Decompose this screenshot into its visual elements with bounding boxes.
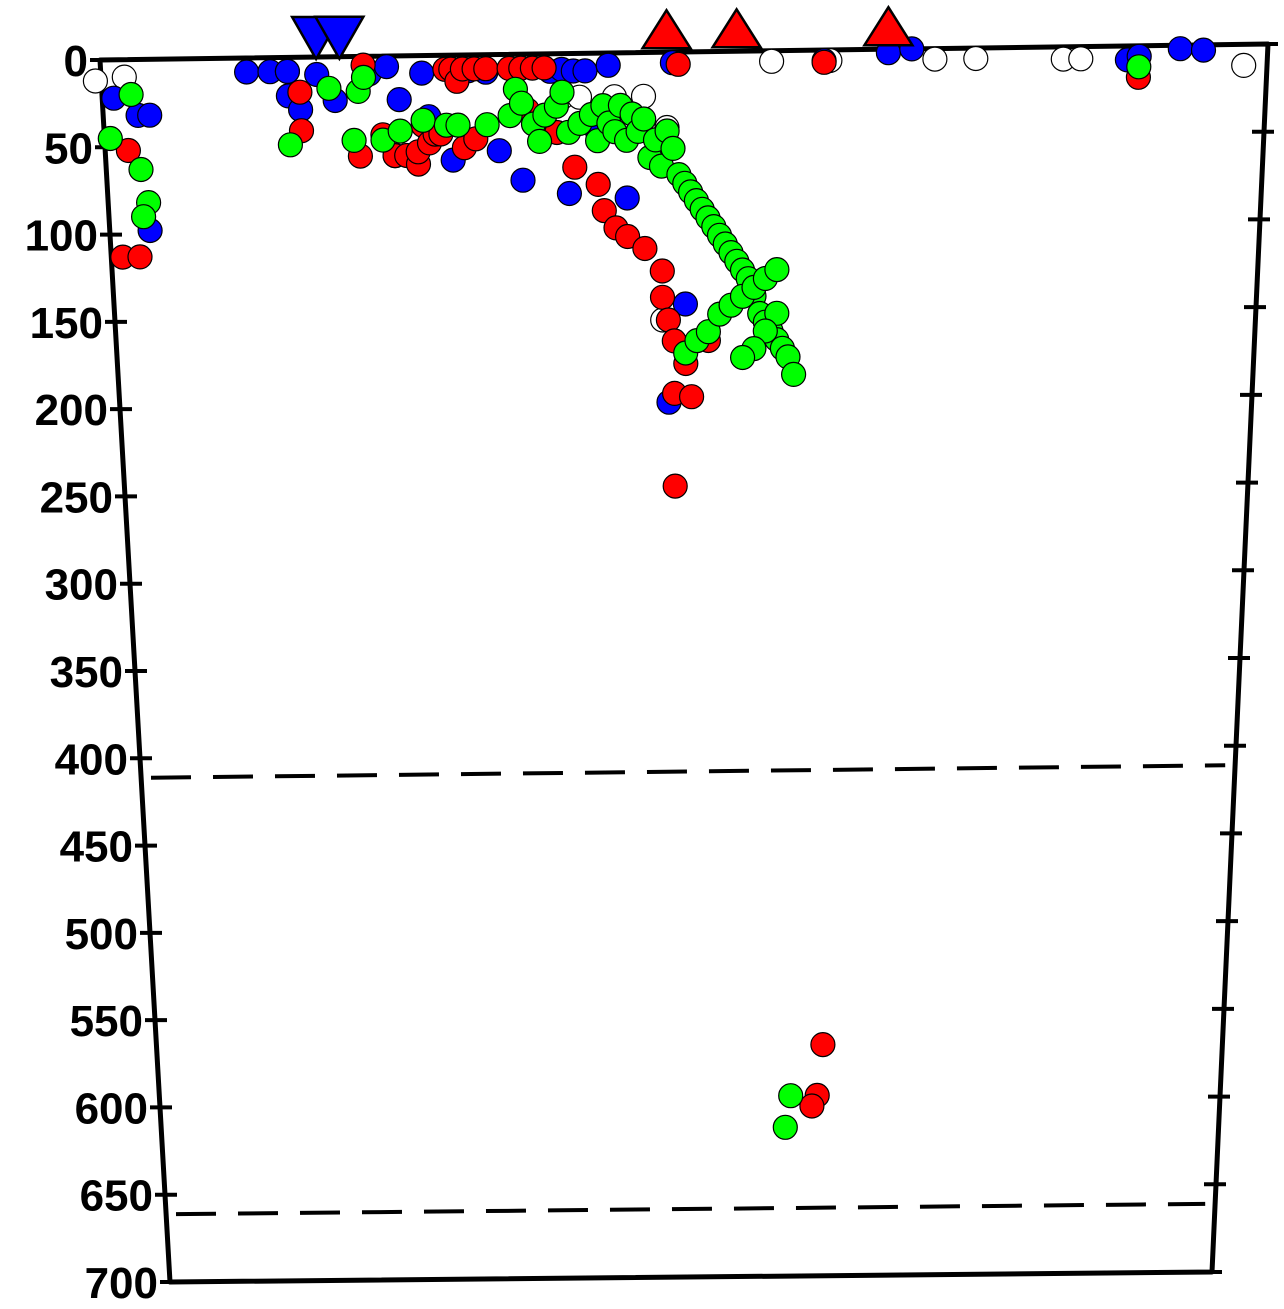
green-point	[526, 128, 553, 154]
green-point	[131, 204, 157, 230]
green-point	[277, 132, 303, 158]
green-point	[772, 1114, 798, 1140]
green-point	[474, 112, 500, 138]
white-point	[82, 68, 109, 94]
white-point	[1068, 46, 1094, 72]
blue-point	[595, 52, 621, 78]
red-point	[665, 51, 691, 77]
red-point	[655, 307, 682, 333]
surface-markers	[289, 4, 915, 62]
red-point	[287, 79, 313, 105]
green-point	[752, 318, 778, 344]
green-point	[508, 90, 535, 116]
red-point	[473, 56, 499, 82]
plot-border	[97, 41, 1271, 1285]
green-point	[341, 127, 367, 153]
inverted-triangle-marker	[313, 15, 366, 62]
red-point	[591, 198, 617, 224]
green-point	[97, 125, 123, 152]
green-point	[1126, 54, 1152, 80]
blue-point	[572, 58, 598, 84]
blue-point	[556, 180, 583, 207]
white-point	[922, 46, 948, 72]
green-point	[764, 300, 790, 326]
blue-point	[373, 53, 400, 80]
green-point	[387, 118, 413, 144]
green-point	[660, 135, 686, 161]
blue-point	[510, 167, 536, 193]
blue-point	[386, 86, 412, 113]
green-point	[350, 64, 377, 91]
triangle-marker	[640, 7, 693, 50]
green-point	[549, 79, 575, 105]
red-point	[649, 284, 676, 310]
red-point	[585, 171, 611, 197]
green-point	[316, 75, 342, 101]
y-tick-label: 700	[85, 1259, 158, 1308]
blue-point	[409, 60, 435, 86]
reference-depth-line	[150, 763, 1226, 780]
green-point	[780, 361, 807, 387]
green-point	[729, 344, 756, 371]
blue-point	[672, 291, 699, 317]
green-point	[445, 112, 471, 138]
y-tick-label: 650	[80, 1172, 153, 1221]
y-tick-label: 600	[75, 1084, 148, 1133]
red-point	[678, 384, 705, 410]
green-point	[695, 319, 722, 345]
white-point	[1231, 52, 1257, 79]
blue-point	[1167, 36, 1193, 62]
y-tick-label: 500	[65, 910, 138, 959]
white-point	[963, 45, 989, 72]
y-tick-label: 150	[30, 299, 103, 348]
green-point	[118, 81, 144, 108]
red-point	[799, 1093, 825, 1119]
green-point	[410, 107, 436, 133]
green-point	[764, 257, 790, 283]
red-point	[562, 154, 588, 180]
red-point	[811, 49, 837, 75]
blue-point	[614, 185, 640, 211]
y-tick-label: 50	[44, 124, 93, 173]
green-point	[631, 106, 657, 132]
blue-point	[274, 58, 300, 85]
red-point	[614, 223, 641, 250]
y-tick-label: 200	[35, 386, 108, 435]
triangle-marker	[862, 4, 915, 47]
blue-point	[137, 102, 163, 128]
red-point	[810, 1031, 836, 1058]
red-point	[632, 235, 658, 262]
red-point	[662, 473, 688, 499]
white-point	[758, 48, 785, 74]
red-point	[649, 258, 675, 284]
y-tick-label: 100	[25, 212, 98, 261]
depth-axis-ticks: 0501001502002503003504004505005506006507…	[25, 37, 1278, 1308]
red-point	[127, 244, 153, 270]
hypocenter-points	[82, 36, 1257, 1140]
blue-point	[1190, 37, 1217, 63]
y-tick-label: 300	[45, 561, 118, 610]
y-tick-label: 250	[40, 473, 113, 522]
y-tick-label: 550	[70, 997, 143, 1046]
blue-point	[234, 59, 260, 85]
red-point	[531, 55, 557, 81]
y-tick-label: 400	[55, 735, 128, 784]
plot-frame	[97, 41, 1271, 1285]
triangle-marker	[710, 6, 763, 49]
reference-depth-lines	[150, 763, 1226, 1217]
green-point	[778, 1083, 804, 1109]
y-tick-label: 450	[60, 823, 133, 872]
green-point	[128, 156, 154, 183]
y-tick-label: 350	[50, 648, 123, 697]
blue-point	[486, 138, 512, 164]
reference-depth-line	[175, 1201, 1206, 1217]
red-point	[115, 137, 141, 164]
